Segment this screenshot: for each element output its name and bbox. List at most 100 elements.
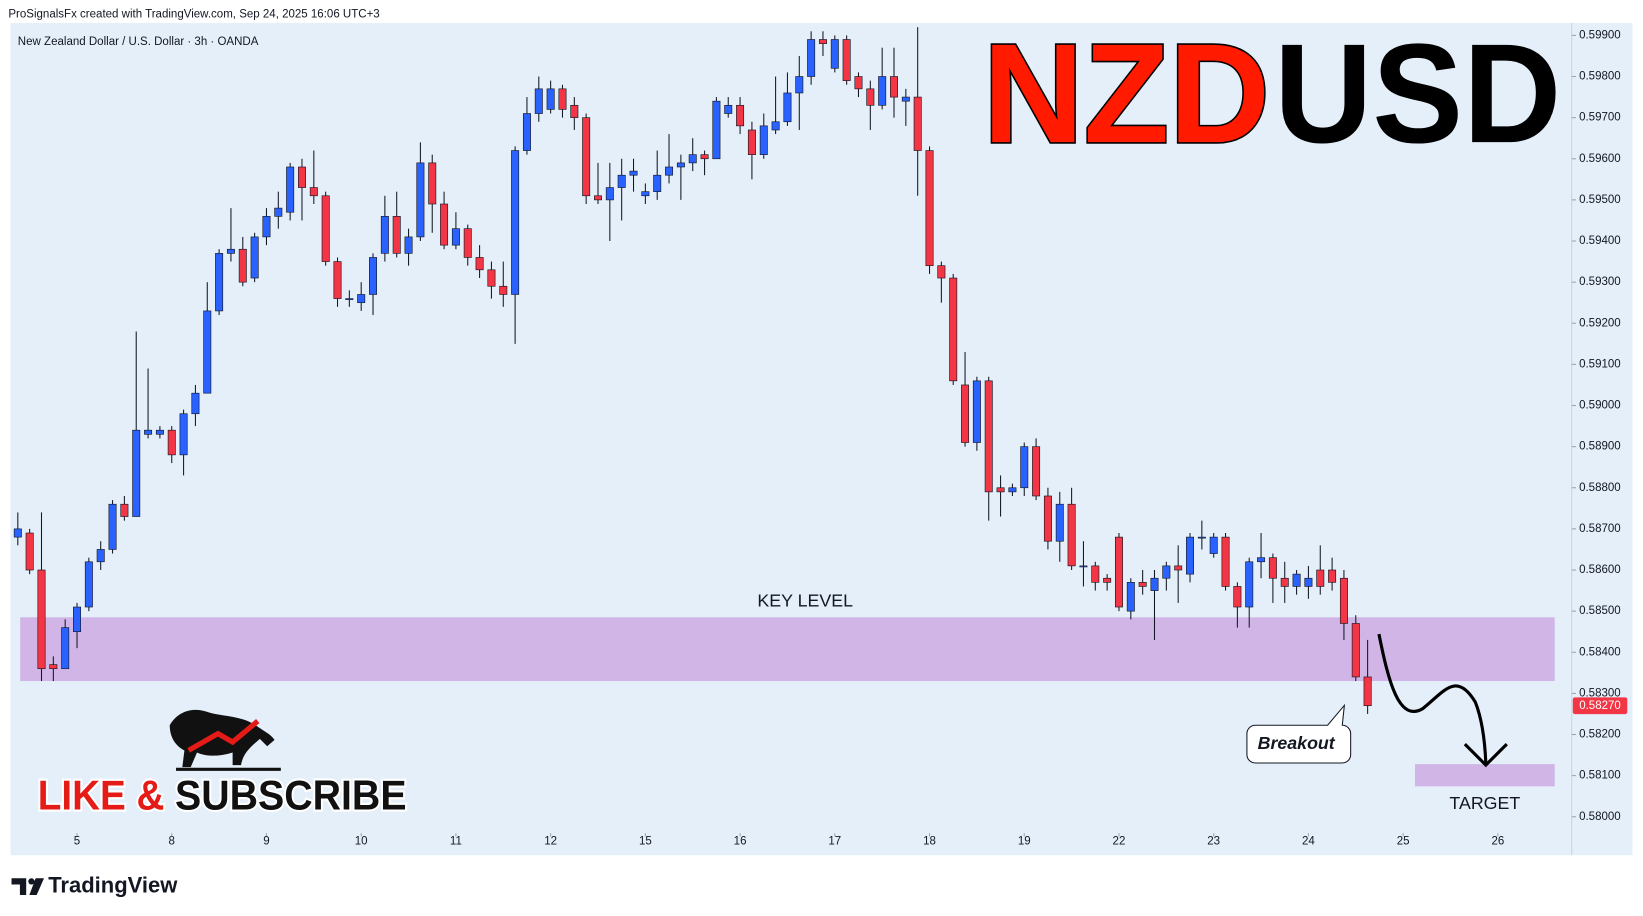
last-price-label: 0.58270 bbox=[1579, 700, 1621, 712]
x-tick-label: 8 bbox=[169, 836, 175, 848]
like-text: LIKE & bbox=[38, 772, 165, 819]
x-tick-label: 9 bbox=[263, 836, 269, 848]
candle-body bbox=[996, 487, 1005, 493]
candle-body bbox=[1008, 487, 1017, 493]
subscribe-text: SUBSCRIBE bbox=[175, 772, 407, 819]
candle-body bbox=[890, 76, 898, 98]
candle-body bbox=[13, 528, 22, 538]
candle-body bbox=[1055, 503, 1064, 542]
candle-body bbox=[747, 129, 756, 155]
x-tick-label: 12 bbox=[544, 836, 557, 848]
candle-body bbox=[321, 195, 330, 262]
candle-body bbox=[333, 261, 342, 299]
candle-body bbox=[712, 100, 721, 160]
candle-body bbox=[1162, 565, 1171, 579]
candle-body bbox=[984, 380, 993, 493]
candle-body bbox=[49, 664, 58, 670]
y-tick-label: 0.59000 bbox=[1579, 400, 1621, 412]
candle-body bbox=[1079, 565, 1088, 568]
candle-body bbox=[1043, 495, 1052, 542]
x-tick-label: 11 bbox=[450, 836, 462, 848]
y-tick-label: 0.59200 bbox=[1579, 317, 1621, 329]
y-tick-label: 0.58600 bbox=[1579, 564, 1621, 576]
candle-body bbox=[298, 166, 306, 188]
candle-body bbox=[866, 88, 875, 106]
candle-body bbox=[925, 150, 934, 267]
candle-body bbox=[262, 216, 271, 238]
x-tick-label: 23 bbox=[1207, 836, 1220, 848]
candle-body bbox=[191, 392, 200, 415]
candle-body bbox=[522, 113, 531, 151]
candle-body bbox=[25, 532, 34, 571]
candle-body bbox=[665, 166, 674, 176]
candle-body bbox=[179, 413, 188, 456]
title-usd: USD bbox=[1274, 14, 1561, 172]
x-tick-label: 26 bbox=[1491, 836, 1504, 848]
candle-body bbox=[61, 627, 70, 670]
last-price-box bbox=[1572, 697, 1628, 715]
candle-body bbox=[1316, 569, 1325, 587]
candle-body bbox=[226, 248, 235, 254]
candle-body bbox=[1032, 446, 1041, 497]
candle-body bbox=[736, 104, 745, 127]
y-tick-label: 0.58700 bbox=[1579, 523, 1621, 535]
plot: KEY LEVEL TARGET 0.58000 0.58100 0.58200 0.58… bbox=[13, 27, 1628, 848]
candle-body bbox=[546, 88, 555, 110]
y-tick-label: 0.59400 bbox=[1579, 235, 1621, 247]
candle-body bbox=[238, 248, 247, 283]
candle-body bbox=[937, 265, 946, 279]
candle-body bbox=[878, 76, 887, 106]
candle-body bbox=[534, 88, 543, 114]
bull-icon bbox=[169, 709, 281, 771]
candle-body bbox=[1067, 503, 1076, 567]
x-tick-label: 25 bbox=[1397, 836, 1410, 848]
candle-body bbox=[250, 236, 259, 279]
bull-stripe bbox=[187, 719, 260, 753]
candle-body bbox=[558, 88, 567, 110]
zone bbox=[1414, 764, 1555, 787]
y-tick-label: 0.58000 bbox=[1579, 811, 1621, 823]
candle-body bbox=[84, 561, 93, 608]
candle-body bbox=[570, 104, 579, 118]
candle-body bbox=[771, 121, 780, 131]
candle-body bbox=[1304, 577, 1313, 587]
candle-body bbox=[1363, 676, 1372, 707]
y-tick-label: 0.59100 bbox=[1579, 358, 1621, 370]
x-tick-label: 10 bbox=[355, 836, 368, 848]
x-tick-label: 15 bbox=[639, 836, 652, 848]
symbol-info: New Zealand Dollar / U.S. Dollar · 3h · … bbox=[18, 36, 259, 48]
zone-label: KEY LEVEL bbox=[757, 590, 853, 610]
candle-body bbox=[1233, 586, 1242, 608]
arrow-head bbox=[1463, 743, 1508, 768]
x-tick-label: 19 bbox=[1018, 836, 1031, 848]
y-tick-label: 0.58500 bbox=[1579, 605, 1621, 617]
candle-body bbox=[676, 162, 685, 168]
candle-body bbox=[1328, 569, 1337, 583]
x-tick-label: 16 bbox=[734, 836, 747, 848]
candle-body bbox=[854, 76, 863, 90]
candle-body bbox=[155, 429, 164, 435]
candle-body bbox=[949, 277, 958, 382]
candle-body bbox=[1174, 565, 1183, 571]
y-tick-label: 0.59800 bbox=[1579, 71, 1621, 83]
chart-background bbox=[10, 23, 1633, 856]
candle-body bbox=[1186, 536, 1194, 575]
tv-icon-part bbox=[29, 878, 45, 896]
candle-body bbox=[1197, 536, 1206, 539]
candle-body bbox=[972, 380, 981, 443]
candle-body bbox=[1268, 557, 1277, 579]
candle-body bbox=[629, 170, 638, 176]
candle-body bbox=[1221, 536, 1230, 587]
x-tick-label: 24 bbox=[1302, 836, 1315, 848]
projection-arrow bbox=[1377, 633, 1488, 764]
candle-body bbox=[132, 429, 141, 517]
candle-body bbox=[1103, 577, 1112, 583]
candle-body bbox=[357, 294, 366, 304]
y-tick-label: 0.59600 bbox=[1579, 153, 1621, 165]
candle-body bbox=[1209, 536, 1218, 554]
candle-body bbox=[440, 203, 449, 246]
candle-body bbox=[1245, 561, 1254, 608]
tradingview-logo: TradingView bbox=[48, 872, 178, 897]
candle-body bbox=[274, 207, 283, 217]
